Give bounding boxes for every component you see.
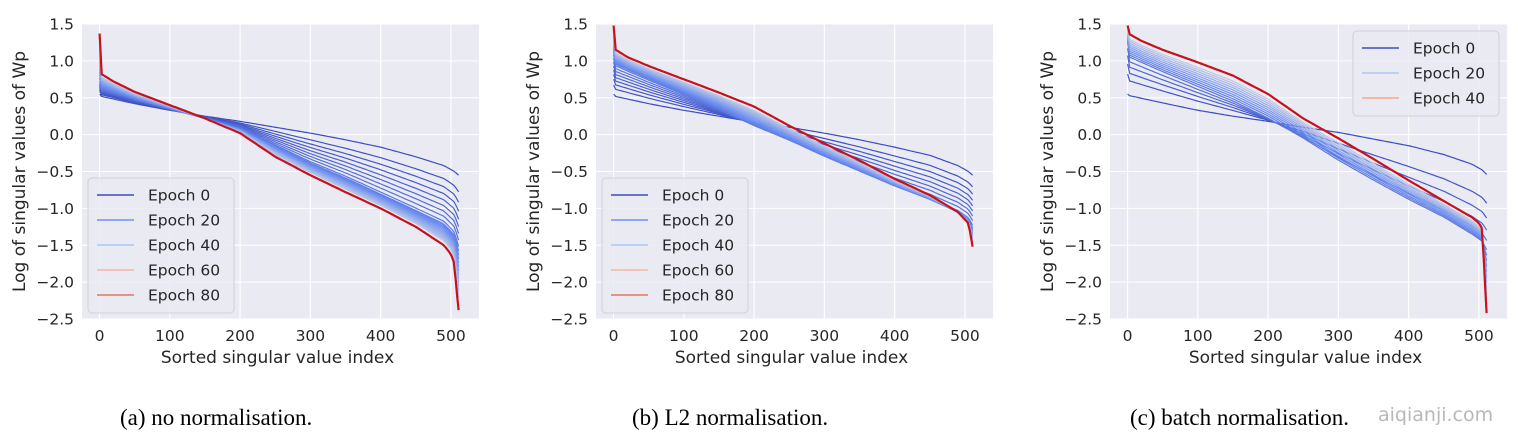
epoch-curve [1127, 37, 1488, 267]
x-tick-label: 300 [296, 327, 326, 345]
legend-label: Epoch 0 [662, 187, 724, 205]
y-tick-label: 0.0 [563, 126, 588, 144]
chart-panel-a: 0 100 200 300 400 500 1.5 1.0 0.5 0.0 −0.5 −1.0 −1.5… [0, 0, 506, 438]
x-tick-label: 100 [669, 327, 699, 345]
y-tick-label: −2.5 [1064, 311, 1102, 329]
x-tick-label: 400 [366, 327, 396, 345]
chart-panel-c: 0 100 200 300 400 500 1.5 1.0 0.5 0.0 −0.5 −1.0 −1.5… [1028, 0, 1518, 438]
watermark: aiqianji.com [1378, 404, 1494, 426]
epoch-curve [1127, 39, 1488, 262]
x-tick-label: 300 [810, 327, 840, 345]
series-group [612, 25, 974, 247]
legend: Epoch 0 Epoch 20 Epoch 40 Epoch 60 Epoch 80 [87, 177, 235, 314]
chart-panel-b: 0 100 200 300 400 500 1.5 1.0 0.5 0.0 −0.5 −1.0 −1.5… [514, 0, 1020, 438]
legend-label: Epoch 0 [148, 187, 210, 205]
legend: Epoch 0 Epoch 20 Epoch 40 [1352, 30, 1500, 117]
legend: Epoch 0 Epoch 20 Epoch 40 Epoch 60 Epoch 80 [601, 177, 749, 314]
y-tick-label: −2.0 [1064, 274, 1102, 292]
epoch-curve [1127, 36, 1488, 273]
y-tick-label: −0.5 [1064, 163, 1102, 181]
x-axis-label: Sorted singular value index [161, 348, 394, 368]
y-tick-label: 1.5 [563, 16, 588, 34]
epoch-curve [1127, 40, 1488, 256]
y-tick-label: −0.5 [36, 163, 74, 181]
x-tick-label: 500 [950, 327, 980, 345]
legend-label: Epoch 60 [148, 262, 220, 280]
y-axis-label: Log of singular values of Wp [1038, 51, 1058, 292]
x-tick-label: 100 [1183, 327, 1213, 345]
y-tick-label: −2.0 [36, 274, 74, 292]
y-tick-label: −0.5 [550, 163, 588, 181]
legend-label: Epoch 40 [148, 237, 220, 255]
x-tick-label: 400 [880, 327, 910, 345]
x-axis-label: Sorted singular value index [1189, 348, 1422, 368]
caption-c: (c) batch normalisation. [1130, 405, 1350, 430]
y-tick-label: 1.5 [49, 16, 74, 34]
y-tick-label: 0.0 [1077, 126, 1102, 144]
y-tick-label: −1.0 [36, 200, 74, 218]
chart-a-svg: 0 100 200 300 400 500 1.5 1.0 0.5 0.0 −0.5 −1.0 −1.5… [10, 16, 479, 368]
legend-label: Epoch 20 [662, 212, 734, 230]
y-tick-label: 1.5 [1077, 16, 1102, 34]
x-tick-label: 400 [1394, 327, 1424, 345]
legend-box [87, 177, 235, 314]
y-tick-label: −2.0 [550, 274, 588, 292]
final-epoch-curve [98, 33, 460, 311]
y-tick-label: 0.5 [49, 89, 74, 107]
y-tick-label: 0.5 [1077, 89, 1102, 107]
epoch-curve [1127, 30, 1488, 295]
x-tick-label: 0 [609, 327, 619, 345]
y-tick-label: −1.0 [1064, 200, 1102, 218]
x-tick-label: 0 [1123, 327, 1133, 345]
legend-label: Epoch 40 [1413, 90, 1485, 108]
legend-label: Epoch 0 [1413, 40, 1475, 58]
x-tick-label: 500 [1464, 327, 1494, 345]
x-tick-label: 500 [436, 327, 466, 345]
y-tick-label: −1.5 [550, 237, 588, 255]
y-tick-label: 0.0 [49, 126, 74, 144]
epoch-curve [1127, 28, 1488, 300]
x-tick-label: 0 [95, 327, 105, 345]
y-tick-label: 1.0 [49, 52, 74, 70]
caption-b: (b) L2 normalisation. [632, 405, 829, 430]
y-axis-label: Log of singular values of Wp [10, 51, 30, 292]
y-tick-label: −1.5 [36, 237, 74, 255]
epoch-curve [1127, 34, 1488, 278]
series-group [1126, 25, 1488, 314]
epoch-curve [1127, 31, 1488, 289]
chart-c-svg: 0 100 200 300 400 500 1.5 1.0 0.5 0.0 −0.5 −1.0 −1.5… [1038, 16, 1507, 368]
legend-box [1352, 30, 1500, 117]
y-tick-label: −2.5 [36, 311, 74, 329]
legend-box [601, 177, 749, 314]
legend-label: Epoch 20 [1413, 65, 1485, 83]
legend-label: Epoch 60 [662, 262, 734, 280]
y-tick-label: −1.5 [1064, 237, 1102, 255]
y-axis-label: Log of singular values of Wp [524, 51, 544, 292]
legend-label: Epoch 80 [662, 287, 734, 305]
legend-label: Epoch 20 [148, 212, 220, 230]
final-epoch-curve [1126, 25, 1488, 314]
final-epoch-curve [612, 25, 974, 247]
x-tick-label: 200 [225, 327, 255, 345]
y-tick-label: −1.0 [550, 200, 588, 218]
series-group [98, 33, 460, 311]
x-tick-label: 200 [739, 327, 769, 345]
epoch-curve [1127, 42, 1488, 251]
y-tick-label: −2.5 [550, 311, 588, 329]
y-tick-label: 0.5 [563, 89, 588, 107]
legend-label: Epoch 40 [662, 237, 734, 255]
chart-b-svg: 0 100 200 300 400 500 1.5 1.0 0.5 0.0 −0.5 −1.0 −1.5… [524, 16, 993, 368]
x-axis-label: Sorted singular value index [675, 348, 908, 368]
x-tick-label: 100 [155, 327, 185, 345]
y-tick-label: 1.0 [563, 52, 588, 70]
x-tick-label: 200 [1253, 327, 1283, 345]
legend-label: Epoch 80 [148, 287, 220, 305]
x-tick-label: 300 [1324, 327, 1354, 345]
caption-a: (a) no normalisation. [120, 405, 313, 430]
y-tick-label: 1.0 [1077, 52, 1102, 70]
epoch-curve [1127, 33, 1488, 284]
